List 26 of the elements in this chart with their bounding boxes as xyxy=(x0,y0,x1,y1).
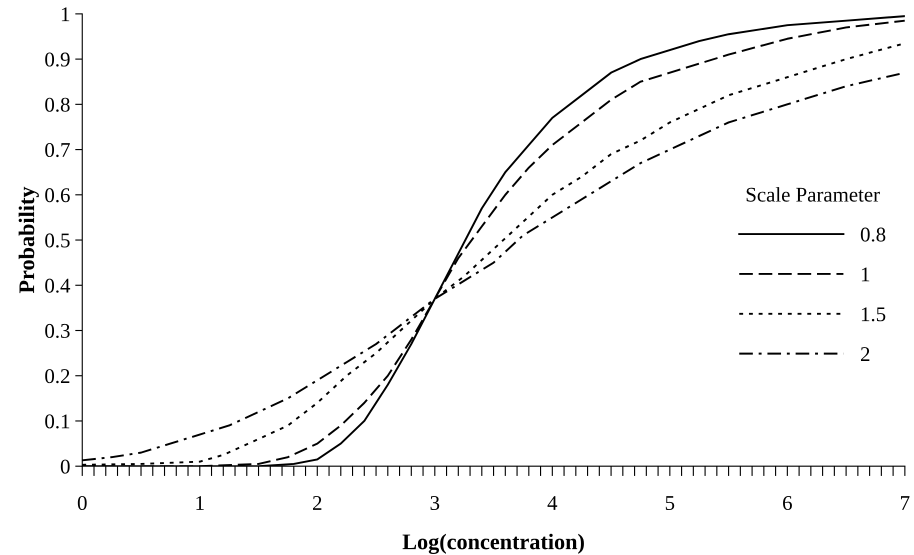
legend-label: 2 xyxy=(860,347,870,361)
x-tick-label: 4 xyxy=(548,496,558,510)
x-tick-label: 2 xyxy=(312,496,322,510)
y-tick-label: 0.5 xyxy=(45,233,70,248)
legend-label: 1 xyxy=(862,267,870,282)
y-tick-label: 0 xyxy=(60,460,70,474)
y-tick-label: 0.7 xyxy=(45,142,70,158)
y-tick-label: 0.2 xyxy=(45,369,70,384)
x-tick-label: 1 xyxy=(196,496,204,510)
y-tick-label: 0.4 xyxy=(45,278,70,293)
y-tick-label: 0.9 xyxy=(45,52,70,67)
x-axis-title: Log(concentration) xyxy=(402,534,584,554)
y-tick-label: 0.6 xyxy=(45,188,70,202)
y-tick-label: 0.8 xyxy=(45,98,70,112)
legend-title: Scale Parameter xyxy=(746,187,880,202)
y-tick-label: 0.3 xyxy=(45,324,70,338)
legend-label: 0.8 xyxy=(860,228,886,242)
y-axis-title: Probability xyxy=(18,186,39,294)
legend-label: 1.5 xyxy=(862,307,886,322)
x-tick-label: 6 xyxy=(783,496,792,510)
x-tick-label: 5 xyxy=(666,496,674,510)
x-tick-label: 0 xyxy=(78,496,87,510)
x-tick-label: 7 xyxy=(901,496,910,510)
y-tick-label: 1 xyxy=(62,7,70,22)
x-tick-label: 3 xyxy=(430,496,440,510)
y-tick-label: 0.1 xyxy=(45,414,70,428)
